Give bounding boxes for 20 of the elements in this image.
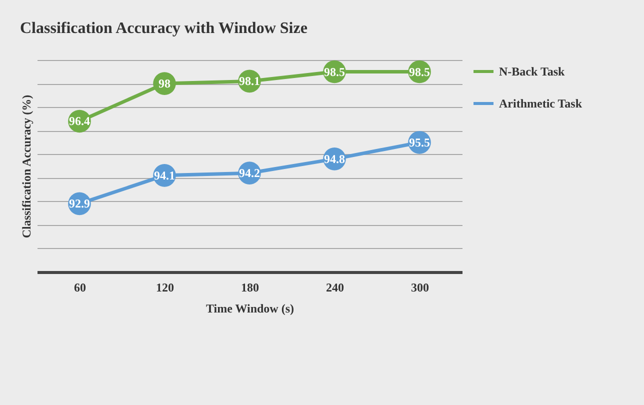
data-label: 95.5 — [409, 135, 430, 150]
x-tick-label: 240 — [326, 280, 344, 294]
x-tick-label: 180 — [241, 280, 259, 294]
data-label: 94.8 — [324, 152, 345, 166]
chart-title: Classification Accuracy with Window Size — [20, 20, 308, 37]
legend-label: N-Back Task — [499, 64, 566, 78]
y-axis-title: Classification Accuracy (%) — [20, 94, 34, 238]
data-label: 94.2 — [239, 166, 260, 180]
x-axis-title: Time Window (s) — [206, 302, 294, 316]
x-tick-label: 120 — [156, 280, 174, 294]
data-label: 92.9 — [69, 196, 90, 211]
data-label: 94.1 — [154, 168, 175, 182]
data-label: 98.1 — [239, 74, 260, 88]
legend-label: Arithmetic Task — [499, 96, 582, 110]
data-label: 98.5 — [324, 64, 345, 79]
data-label: 98.5 — [409, 64, 430, 79]
data-label: 98 — [158, 76, 170, 91]
x-tick-label: 300 — [411, 280, 429, 294]
data-label: 96.4 — [69, 114, 90, 128]
x-tick-label: 60 — [74, 280, 86, 294]
